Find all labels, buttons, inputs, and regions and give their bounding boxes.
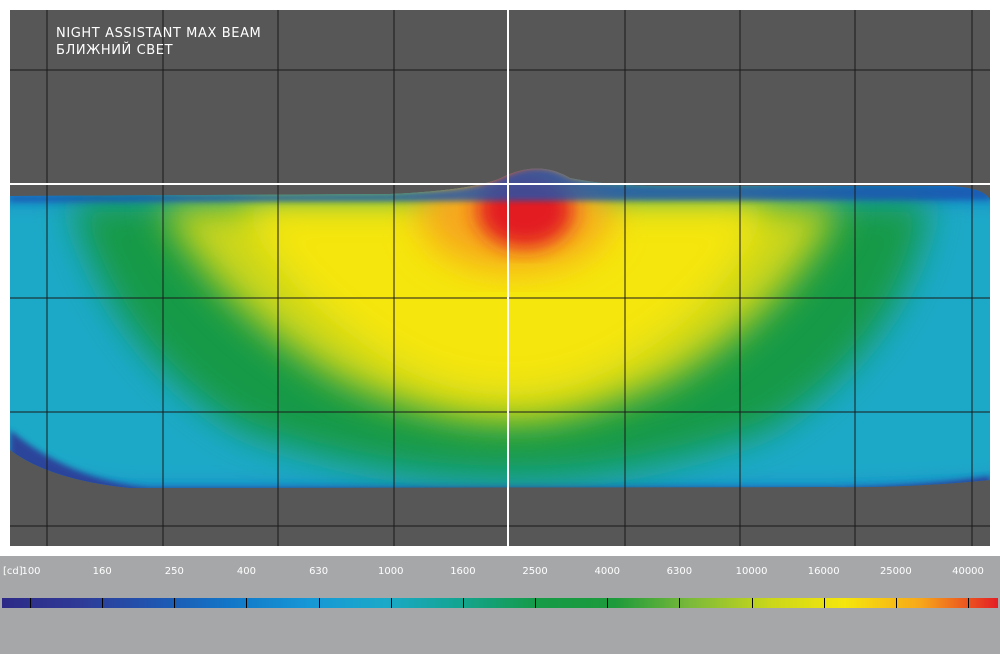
chart-subtitle: БЛИЖНИЙ СВЕТ xyxy=(56,43,174,58)
colorbar-tick xyxy=(751,598,753,608)
colorbar-tick-label: 10000 xyxy=(735,566,768,577)
colorbar-unit-label: [cd] xyxy=(3,566,23,577)
beam-intensity-layers xyxy=(10,168,990,488)
colorbar-tick xyxy=(390,598,392,608)
colorbar-tick xyxy=(823,598,825,608)
beam-yellow-region xyxy=(240,205,770,395)
colorbar-tick xyxy=(607,598,609,608)
colorbar-tick-label: 40000 xyxy=(952,566,984,577)
colorbar-tick xyxy=(679,598,681,608)
chart-frame: NIGHT ASSISTANT MAX BEAM БЛИЖНИЙ СВЕТ xyxy=(0,0,1000,556)
colorbar-tick-label: 16000 xyxy=(807,566,840,577)
colorbar-tick xyxy=(246,598,248,608)
beam-upper-fringe xyxy=(10,168,990,202)
grid-lines xyxy=(10,10,990,546)
colorbar-tick-label: 160 xyxy=(92,566,112,577)
colorbar-tick-label: 400 xyxy=(236,566,256,577)
colorbar-tick xyxy=(968,598,969,608)
colorbar-tick-label: 630 xyxy=(309,566,329,577)
isolux-heatmap xyxy=(10,10,990,546)
colorbar-tick-label: 6300 xyxy=(666,566,693,577)
colorbar-tick-label: 4000 xyxy=(594,566,620,577)
colorbar-tick xyxy=(174,598,176,608)
colorbar-tick xyxy=(318,598,320,608)
colorbar-tick-labels: 100 160 250 400 630 1000 1600 2500 4000 6300 10000… xyxy=(0,566,1000,586)
colorbar-tick-label: 1000 xyxy=(378,566,404,577)
colorbar-tick xyxy=(30,598,31,608)
colorbar-tick xyxy=(462,598,464,608)
chart-title: NIGHT ASSISTANT MAX BEAM xyxy=(56,26,262,41)
colorbar-tick-label: 100 xyxy=(21,566,41,577)
colorbar xyxy=(2,598,998,608)
colorbar-tick-label: 250 xyxy=(164,566,184,577)
colorbar-tick xyxy=(895,598,897,608)
colorbar-tick-label: 25000 xyxy=(879,566,912,577)
colorbar-tick-label: 1600 xyxy=(450,566,476,577)
colorbar-tick-label: 2500 xyxy=(522,566,548,577)
colorbar-tick xyxy=(102,598,104,608)
colorbar-fill xyxy=(2,598,998,608)
beam-pattern-plot: NIGHT ASSISTANT MAX BEAM БЛИЖНИЙ СВЕТ xyxy=(10,10,990,546)
axis-lines xyxy=(10,10,990,546)
colorbar-tick xyxy=(535,598,537,608)
colorbar-gradient xyxy=(2,598,998,608)
